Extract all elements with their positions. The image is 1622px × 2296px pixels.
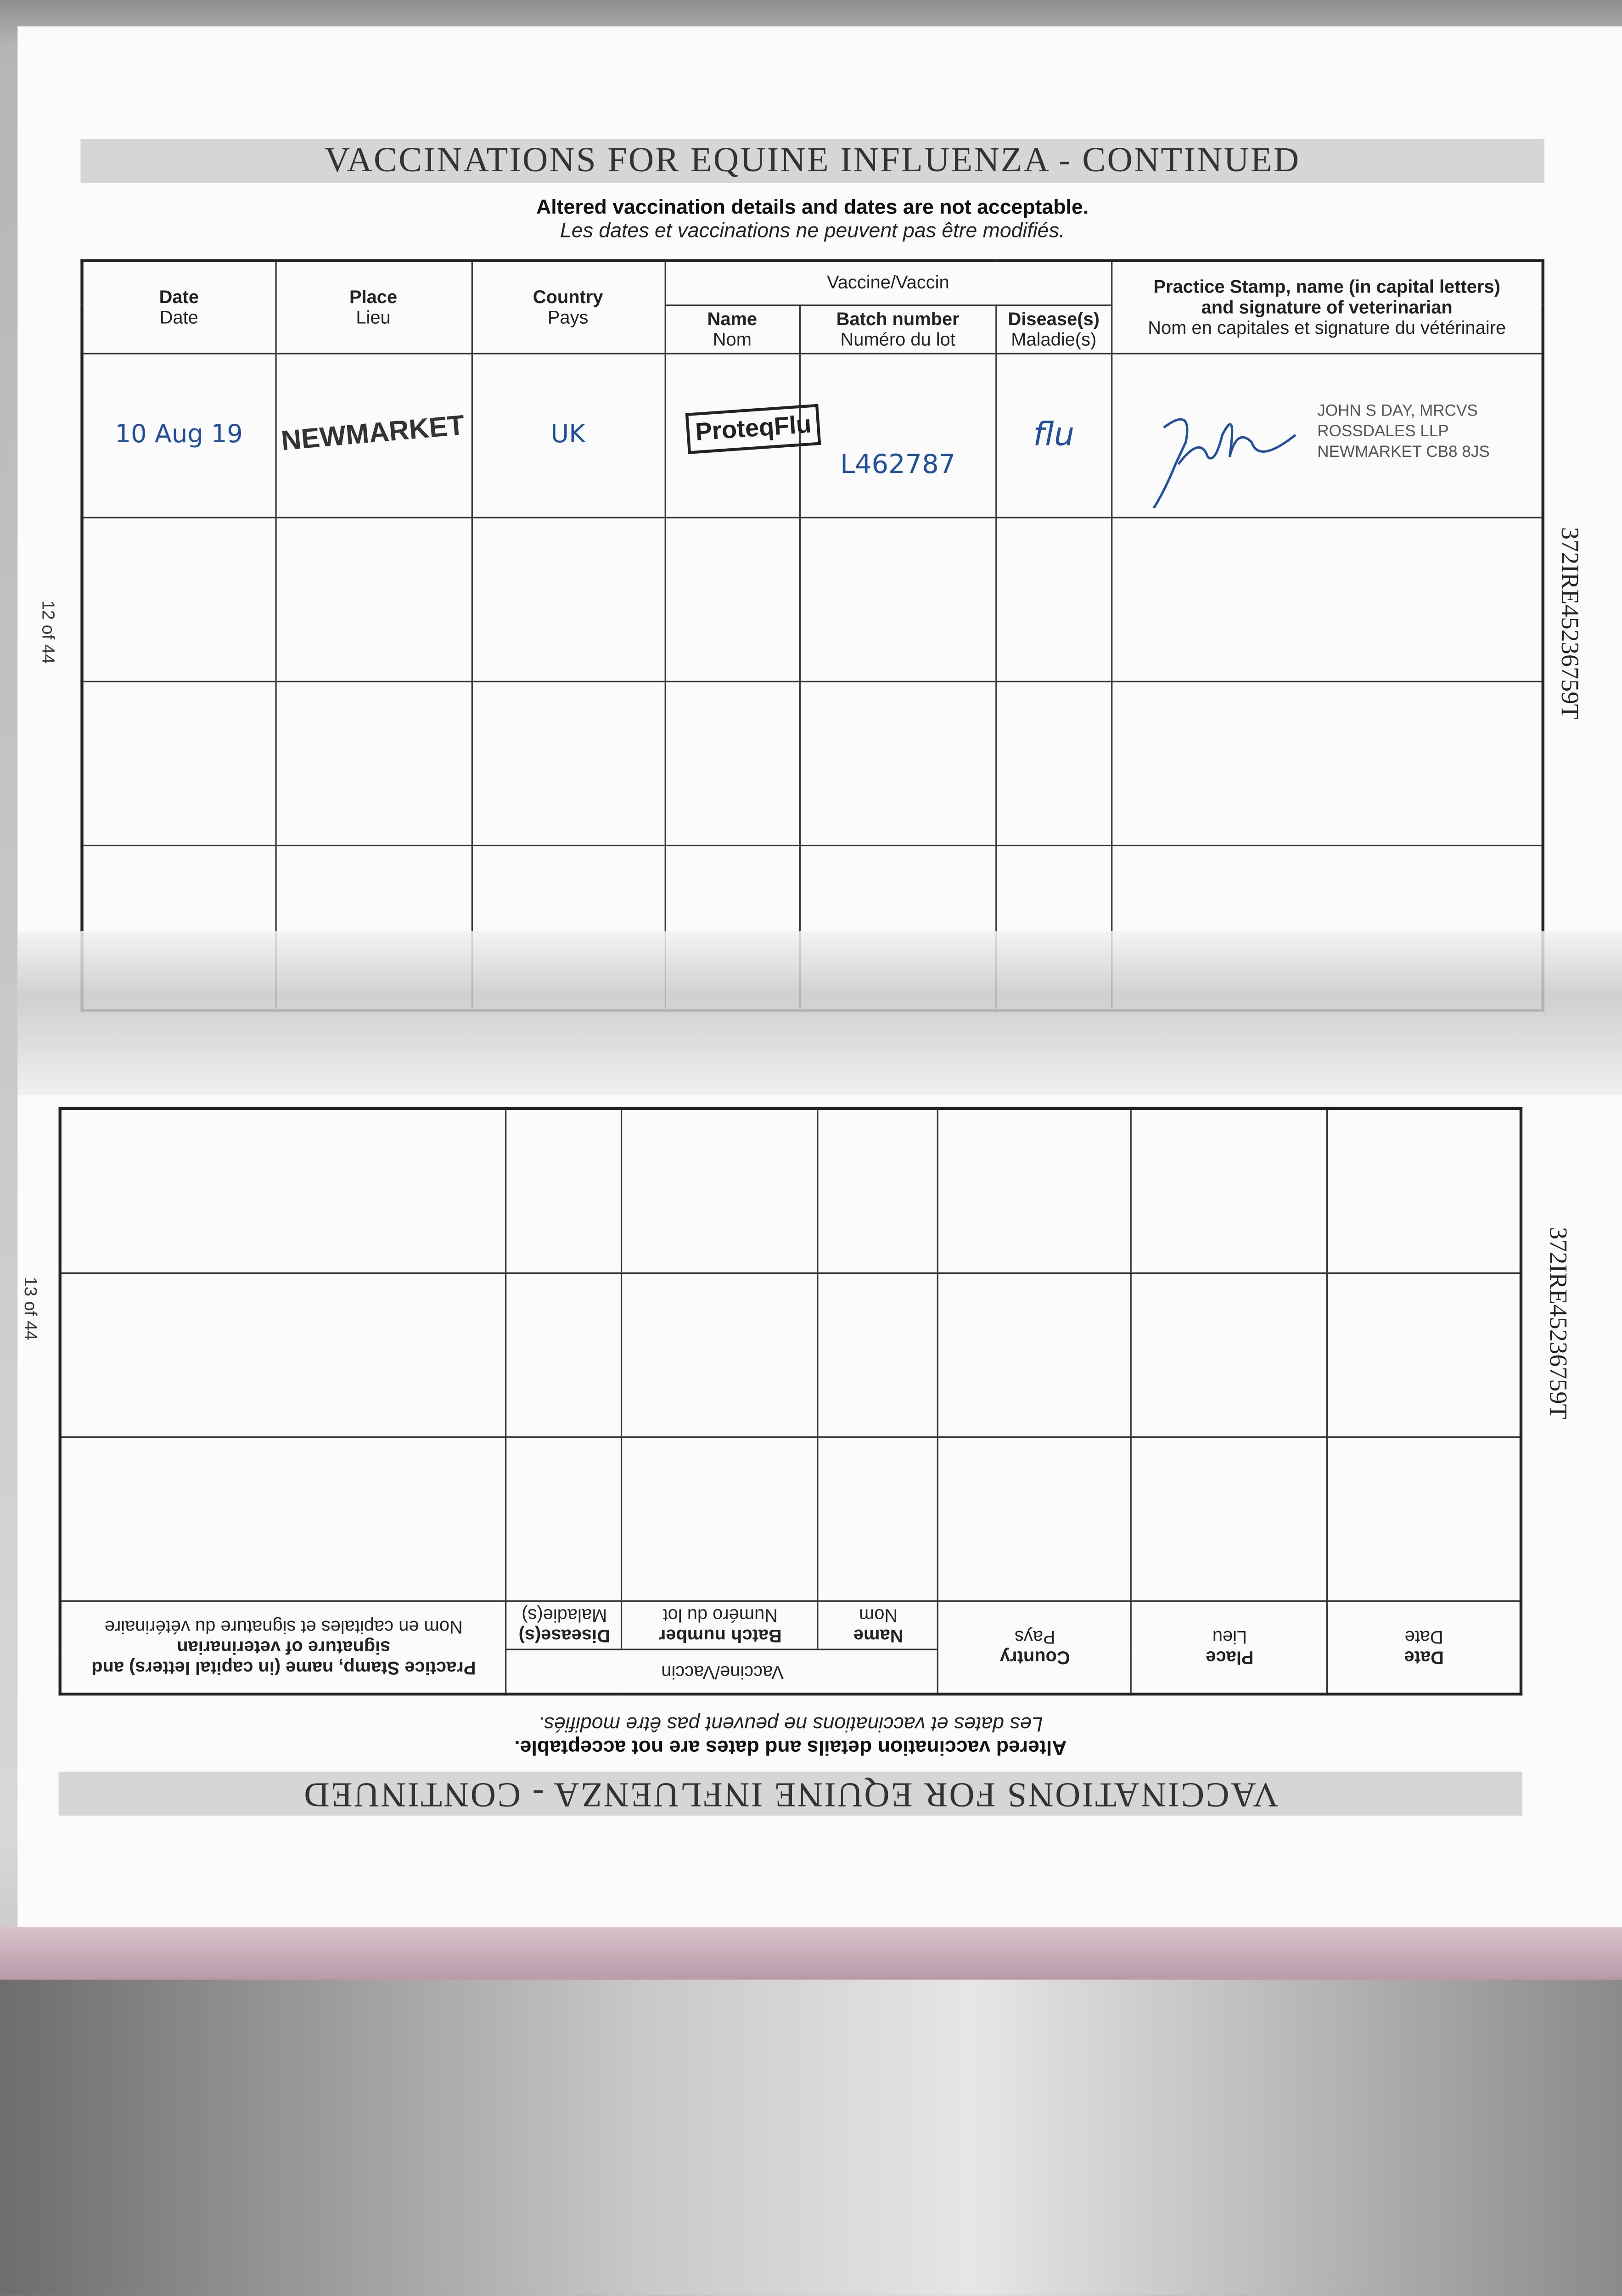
entry-batch: L462787: [799, 352, 997, 518]
entry-country: UK: [471, 352, 666, 518]
table-row-empty: [60, 1274, 1521, 1438]
vaccination-table: Date Date Place Lieu Country Pays Vaccine/V…: [80, 259, 1544, 1011]
table-row-empty: [81, 680, 1544, 846]
entry-vaccine-name: ProteqFlu: [664, 352, 821, 518]
table-row: 10 Aug 19 NEWMARKET UK ProteqFlu L462787…: [81, 352, 1544, 518]
header-stamp: Practice Stamp, name (in capital letters…: [1111, 259, 1544, 354]
page-fold: [17, 931, 1622, 1096]
page-number-upper: 12 of 44: [38, 600, 59, 664]
header-date: Date Date: [81, 259, 276, 354]
table-row-empty: [60, 1438, 1521, 1602]
passport-id-lower: 372IRE45236759T: [1544, 1227, 1572, 1419]
page-12: VACCINATIONS FOR EQUINE INFLUENZA - CONT…: [80, 139, 1544, 1011]
page-13: VACCINATIONS FOR EQUINE INFLUENZA - CONT…: [58, 1091, 1523, 1816]
entry-place: NEWMARKET: [274, 352, 472, 518]
table-row-empty: [60, 1109, 1521, 1274]
vaccination-table-lower: Date Date Place Lieu Country Pays Vaccine/V…: [58, 1108, 1523, 1696]
page-number-lower: 13 of 44: [20, 1277, 41, 1340]
header-disease: Disease(s) Maladie(s): [995, 304, 1112, 354]
page-title: VACCINATIONS FOR EQUINE INFLUENZA - CONT…: [80, 139, 1544, 183]
passport-id-upper: 372IRE45236759T: [1556, 527, 1584, 720]
signature: [1152, 417, 1296, 507]
entry-vet-stamp: JOHN S DAY, MRCVS ROSSDALES LLP NEWMARKE…: [1111, 352, 1544, 518]
notice-english: Altered vaccination details and dates ar…: [536, 195, 1089, 219]
scanner-background: [0, 1979, 1622, 2296]
header-place: Place Lieu: [274, 259, 472, 354]
entry-date: 10 Aug 19: [81, 352, 276, 518]
header-vaccine: Vaccine/Vaccin: [664, 259, 1112, 305]
header-batch: Batch number Numéro du lot: [799, 304, 997, 354]
notice-french: Les dates et vaccinations ne peuvent pas…: [560, 218, 1065, 242]
page-title-lower: VACCINATIONS FOR EQUINE INFLUENZA - CONT…: [58, 1772, 1523, 1816]
table-row-empty: [81, 516, 1544, 682]
practice-stamp: JOHN S DAY, MRCVS ROSSDALES LLP NEWMARKE…: [1317, 402, 1490, 461]
header-country: Country Pays: [471, 259, 666, 354]
notice-english-lower: Altered vaccination details and dates ar…: [514, 1736, 1067, 1760]
header-name: Name Nom: [664, 304, 801, 354]
entry-disease: flu: [995, 352, 1112, 518]
notice-french-lower: Les dates et vaccinations ne peuvent pas…: [538, 1713, 1043, 1737]
cover-edge: [0, 1927, 1622, 1980]
